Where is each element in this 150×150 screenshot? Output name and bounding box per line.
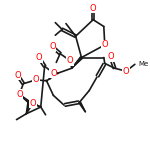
Text: O: O (16, 90, 23, 99)
Text: O: O (33, 75, 39, 84)
Text: O: O (101, 40, 108, 50)
Text: Me: Me (139, 61, 149, 67)
Text: O: O (49, 42, 56, 51)
Polygon shape (26, 102, 30, 114)
Text: O: O (107, 52, 114, 61)
Polygon shape (19, 94, 30, 103)
Polygon shape (72, 57, 82, 68)
Polygon shape (79, 102, 85, 112)
Text: O: O (90, 4, 96, 13)
Text: O: O (36, 53, 42, 62)
Text: O: O (14, 70, 21, 80)
Text: O: O (67, 56, 73, 65)
Text: O: O (123, 67, 129, 76)
Text: O: O (30, 99, 36, 108)
Text: O: O (50, 69, 57, 78)
